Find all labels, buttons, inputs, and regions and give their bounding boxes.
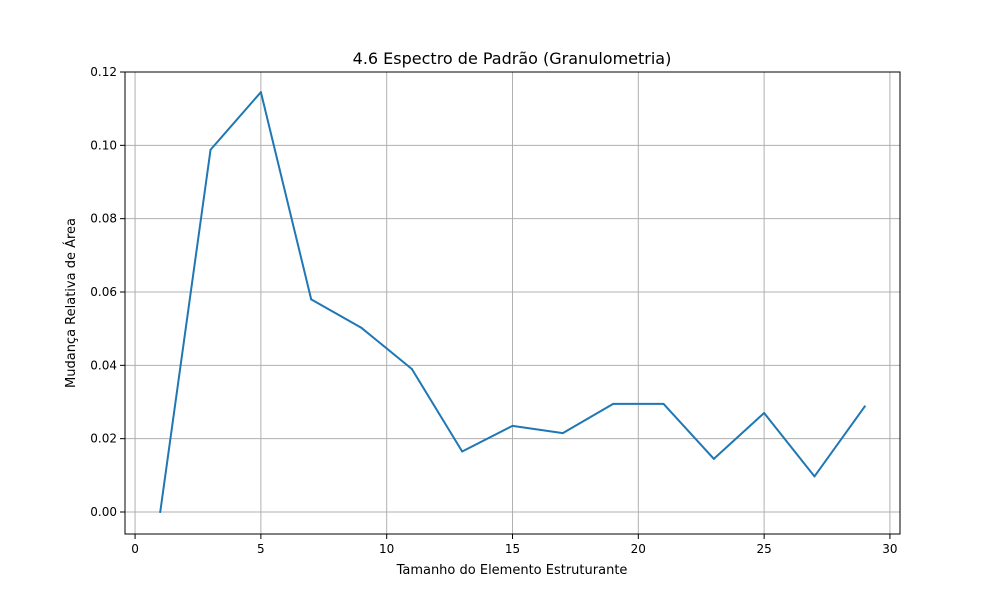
y-tick-label: 0.12 (90, 65, 117, 79)
data-point (813, 475, 816, 478)
data-point (360, 326, 363, 329)
data-point (712, 457, 715, 460)
data-point (662, 402, 665, 405)
data-point (310, 298, 313, 301)
data-point (410, 368, 413, 370)
data-point (561, 432, 564, 435)
x-axis-ticks: 0 5 10 15 20 25 30 (131, 534, 898, 556)
x-tick-label: 10 (379, 542, 394, 556)
x-tick-label: 20 (631, 542, 646, 556)
data-point (461, 450, 464, 453)
data-point (863, 405, 866, 408)
x-tick-label: 5 (257, 542, 265, 556)
data-point (511, 424, 514, 427)
data-point (259, 91, 262, 94)
y-tick-label: 0.10 (90, 138, 117, 152)
x-tick-label: 15 (505, 542, 520, 556)
x-axis-label: Tamanho do Elemento Estruturante (396, 563, 628, 578)
y-tick-label: 0.06 (90, 285, 117, 299)
y-tick-label: 0.00 (90, 505, 117, 519)
x-tick-label: 25 (756, 542, 771, 556)
y-tick-label: 0.04 (90, 358, 117, 372)
y-tick-label: 0.08 (90, 212, 117, 226)
x-tick-label: 0 (131, 542, 139, 556)
y-axis-ticks: 0.00 0.02 0.04 0.06 0.08 0.10 0.12 (90, 65, 125, 519)
data-point (209, 148, 212, 151)
chart-title: 4.6 Espectro de Padrão (Granulometria) (353, 49, 672, 68)
data-point (612, 402, 615, 405)
series-layer (159, 91, 866, 513)
data-point (159, 511, 162, 513)
y-tick-label: 0.02 (90, 432, 117, 446)
x-tick-label: 30 (882, 542, 897, 556)
y-axis-label: Mudança Relativa de Área (63, 218, 79, 388)
data-point (763, 412, 766, 414)
